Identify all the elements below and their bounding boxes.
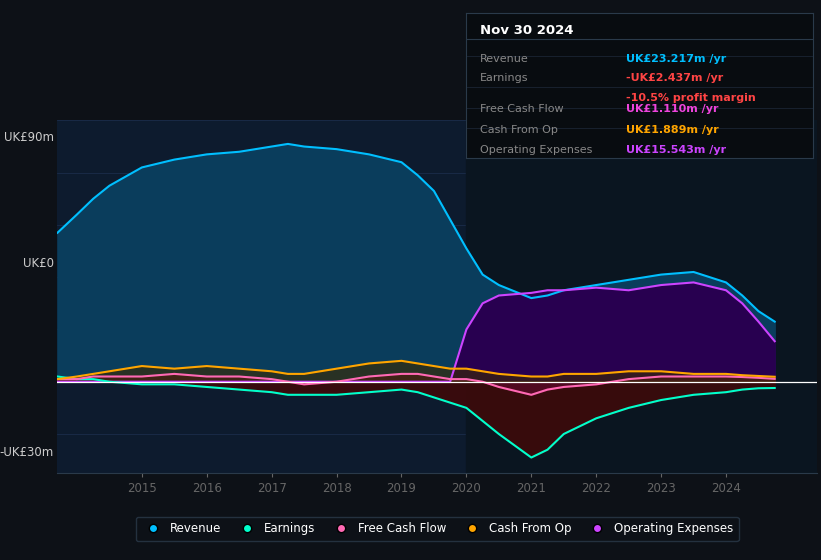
Text: Operating Expenses: Operating Expenses <box>480 145 593 155</box>
Text: -UK£30m: -UK£30m <box>0 446 53 459</box>
Text: UK£23.217m /yr: UK£23.217m /yr <box>626 54 726 64</box>
Text: Cash From Op: Cash From Op <box>480 125 558 136</box>
Text: -UK£2.437m /yr: -UK£2.437m /yr <box>626 73 723 83</box>
Legend: Revenue, Earnings, Free Cash Flow, Cash From Op, Operating Expenses: Revenue, Earnings, Free Cash Flow, Cash … <box>135 516 739 542</box>
Text: UK£1.110m /yr: UK£1.110m /yr <box>626 105 718 114</box>
Text: Nov 30 2024: Nov 30 2024 <box>480 24 574 36</box>
Text: Revenue: Revenue <box>480 54 529 64</box>
Text: Earnings: Earnings <box>480 73 529 83</box>
Text: UK£15.543m /yr: UK£15.543m /yr <box>626 145 726 155</box>
Text: -10.5% profit margin: -10.5% profit margin <box>626 93 755 103</box>
Text: UK£90m: UK£90m <box>3 131 53 144</box>
Bar <box>466 120 817 473</box>
Text: UK£0: UK£0 <box>23 257 53 270</box>
Text: Free Cash Flow: Free Cash Flow <box>480 105 564 114</box>
Text: UK£1.889m /yr: UK£1.889m /yr <box>626 125 718 136</box>
